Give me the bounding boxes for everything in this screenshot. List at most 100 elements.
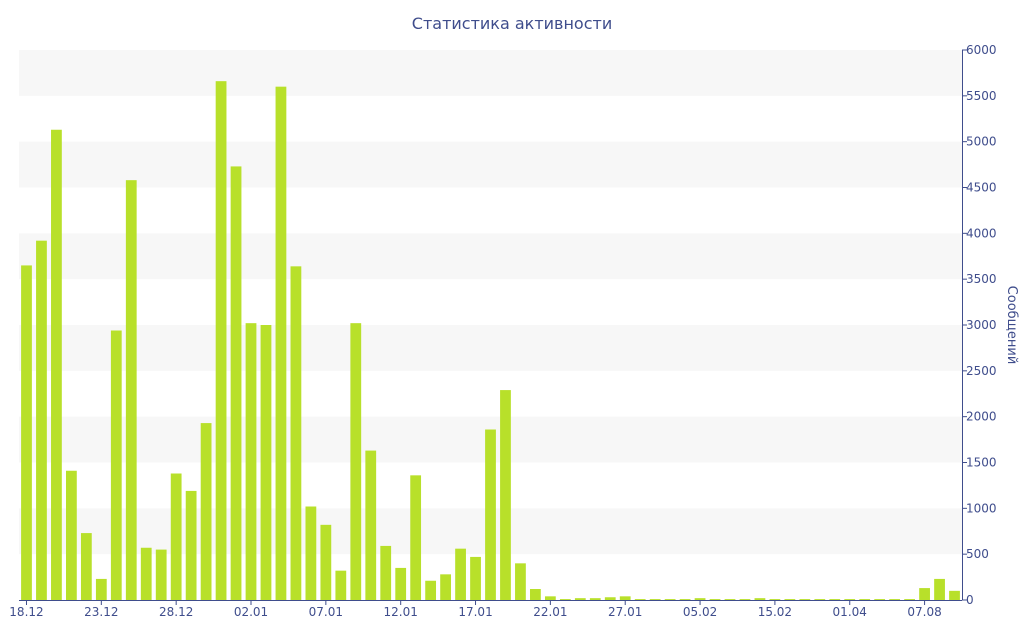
x-tick-label: 23.12 (84, 605, 118, 619)
y-tick-label: 500 (966, 547, 989, 561)
y-axis: 0 500 1000 1500 2000 2500 3000 3500 4000 4500 5000… (962, 43, 997, 607)
x-tick-label: 01.04 (833, 605, 867, 619)
bar[interactable] (814, 599, 826, 600)
bar[interactable] (95, 578, 107, 600)
bar[interactable] (634, 599, 646, 600)
y-tick-label: 5000 (966, 135, 997, 149)
bar[interactable] (754, 598, 766, 600)
bar[interactable] (664, 599, 676, 600)
bar[interactable] (500, 390, 511, 600)
bar[interactable] (51, 129, 62, 600)
bar[interactable] (470, 556, 481, 600)
y-tick-label: 4500 (966, 181, 997, 195)
bar[interactable] (844, 599, 856, 600)
x-tick-label: 27.01 (608, 605, 642, 619)
y-tick-label: 6000 (966, 43, 997, 57)
bar[interactable] (619, 596, 631, 600)
chart-title: Статистика активности (411, 14, 613, 33)
bar[interactable] (934, 578, 945, 600)
bar[interactable] (485, 429, 496, 601)
x-tick-label: 05.02 (683, 605, 717, 619)
grid-band (19, 233, 962, 280)
bar[interactable] (215, 81, 227, 600)
bar[interactable] (275, 86, 287, 600)
bar[interactable] (66, 470, 77, 600)
grid-band (19, 141, 962, 188)
bar[interactable] (170, 473, 182, 601)
bar[interactable] (589, 598, 601, 600)
y-tick-label: 1000 (966, 501, 997, 515)
y-tick-label: 2000 (966, 410, 997, 424)
bar[interactable] (784, 599, 796, 600)
bar[interactable] (21, 265, 32, 600)
bar[interactable] (395, 567, 407, 600)
bar[interactable] (380, 545, 392, 600)
grid-band (19, 325, 962, 371)
bar[interactable] (904, 599, 915, 600)
bar[interactable] (649, 599, 661, 600)
x-tick-label: 12.01 (384, 605, 418, 619)
y-tick-label: 3500 (966, 272, 997, 286)
bar[interactable] (919, 588, 930, 600)
y-axis-title: Сообщений (1004, 286, 1019, 365)
bars (21, 81, 960, 600)
bar[interactable] (739, 599, 751, 600)
bar[interactable] (80, 533, 92, 600)
y-tick-label: 5500 (966, 89, 997, 103)
y-tick-label: 3000 (966, 318, 997, 332)
bar[interactable] (679, 599, 691, 600)
grid-band (19, 50, 962, 96)
bar[interactable] (530, 589, 541, 600)
bar[interactable] (574, 598, 586, 600)
y-tick-label: 0 (966, 593, 974, 607)
grid-bands (19, 50, 962, 555)
x-tick-label: 22.01 (533, 605, 567, 619)
bar[interactable] (769, 599, 781, 600)
bar[interactable] (949, 590, 960, 600)
bar[interactable] (305, 506, 317, 601)
bar[interactable] (290, 266, 302, 600)
bar[interactable] (859, 599, 871, 600)
bar[interactable] (889, 599, 901, 600)
bar[interactable] (125, 180, 137, 600)
bar[interactable] (694, 598, 706, 600)
x-tick-label: 17.01 (458, 605, 492, 619)
x-tick-label: 28.12 (159, 605, 193, 619)
bar[interactable] (260, 325, 272, 600)
bar[interactable] (350, 323, 362, 600)
x-tick-label: 07.01 (309, 605, 343, 619)
bar[interactable] (245, 323, 257, 600)
bar[interactable] (724, 599, 736, 600)
x-tick-label: 15.02 (758, 605, 792, 619)
x-tick-label: 02.01 (234, 605, 268, 619)
bar[interactable] (544, 596, 556, 600)
bar[interactable] (365, 450, 377, 600)
bar[interactable] (425, 580, 437, 600)
bar[interactable] (874, 599, 886, 600)
bar[interactable] (230, 166, 242, 600)
x-axis: 18.12 23.12 28.12 02.01 07.01 12.01 17.01 22.01… (9, 600, 962, 619)
bar[interactable] (200, 423, 212, 600)
y-tick-label: 4000 (966, 226, 997, 240)
bar[interactable] (604, 597, 616, 600)
bar[interactable] (799, 599, 811, 600)
bar[interactable] (455, 548, 466, 600)
bar[interactable] (515, 563, 526, 600)
bar[interactable] (335, 570, 347, 600)
bar[interactable] (185, 490, 197, 600)
x-tick-label: 07.08 (907, 605, 941, 619)
bar[interactable] (155, 549, 167, 600)
y-tick-label: 1500 (966, 456, 997, 470)
bar[interactable] (829, 599, 841, 600)
bar[interactable] (140, 547, 152, 600)
bar[interactable] (559, 599, 571, 600)
bar[interactable] (110, 330, 122, 601)
bar[interactable] (36, 240, 47, 600)
bar[interactable] (410, 475, 422, 600)
bar[interactable] (440, 574, 451, 600)
y-tick-label: 2500 (966, 364, 997, 378)
bar[interactable] (320, 524, 332, 600)
bar[interactable] (709, 599, 721, 600)
